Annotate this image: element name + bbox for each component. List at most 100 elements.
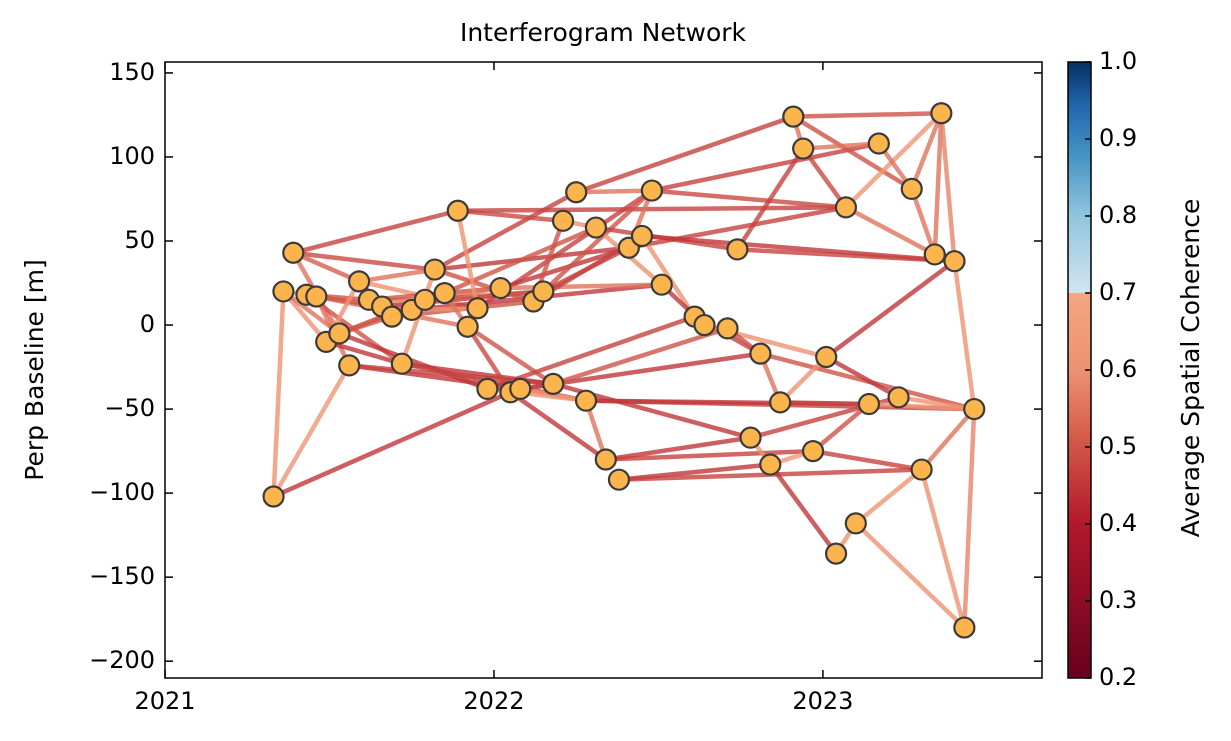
colorbar-tick-label: 1.0 [1099,47,1137,75]
y-tick-label: 50 [124,226,155,254]
node [923,243,946,266]
node [574,389,598,412]
node [910,458,933,481]
node [433,282,456,305]
edge [735,146,806,252]
edge [919,467,967,630]
y-tick-label: −200 [89,646,155,674]
node [532,280,555,303]
node [565,181,588,204]
edge [291,250,437,272]
node [509,377,532,401]
node [466,297,489,320]
edge [777,400,872,407]
plot-frame [164,61,1043,679]
colorbar-tick-label: 0.3 [1099,586,1137,614]
edge [962,406,977,630]
edge [800,146,849,210]
edge [791,111,944,119]
edge [810,448,924,472]
edge [541,188,655,294]
edge [465,324,556,387]
node [930,102,953,125]
edge [550,326,730,387]
node [792,137,815,160]
y-tick-label: 100 [109,142,155,170]
node [834,196,858,219]
y-axis-label: Perp Baseline [m] [20,259,49,480]
y-tick-label: −100 [89,478,155,506]
node [815,345,838,369]
node [542,372,565,395]
colorbar-tick-label: 0.8 [1099,201,1137,229]
edge [626,205,849,250]
node [338,354,361,377]
edge [735,247,957,264]
node [801,439,825,463]
edge [291,250,362,284]
node [347,270,371,293]
node [584,216,608,239]
edge [271,289,286,499]
node [594,448,617,471]
node [943,250,966,273]
node [867,132,890,155]
edge [909,186,938,257]
node [272,280,295,303]
node [716,317,739,340]
edge [810,401,872,454]
edge [649,141,882,193]
edge [919,406,977,472]
edge [442,225,599,296]
y-tick-label: −50 [104,394,155,422]
colorbar-tick-label: 0.2 [1099,663,1137,691]
node [953,616,976,639]
node [844,512,867,535]
edge [823,354,901,400]
edge [485,314,697,392]
axes: 150 100 50 0 −50 −100 −150 −200 2021 2022 2023 0.2 0… [89,47,1137,715]
edge [952,258,977,412]
edge [843,205,938,257]
edge [573,114,796,195]
edge [432,190,579,272]
node [739,426,762,449]
node [726,238,749,261]
node [489,276,512,300]
colorbar-label: Average Spatial Coherence [1176,199,1205,538]
node [650,273,673,296]
node [887,386,910,409]
edge [853,521,967,630]
colorbar-tick-label: 0.6 [1099,355,1137,383]
edge [271,390,513,499]
edge [853,467,924,526]
node [769,391,792,414]
node [456,315,479,338]
node [551,209,575,232]
edge [649,188,849,210]
node [476,377,499,401]
edge [498,282,664,291]
edge [573,188,655,195]
x-tick-label: 2021 [134,687,195,715]
colorbar-tick-label: 0.7 [1099,278,1137,306]
edge [603,448,816,462]
chart-title: Interferogram Network [460,18,747,47]
y-tick-label: 0 [140,310,155,338]
edge [291,208,461,256]
edges [271,111,977,630]
node [782,105,805,128]
edge [896,395,977,412]
colorbar-tick-label: 0.9 [1099,124,1137,152]
node [305,285,328,308]
edge [939,111,957,264]
edge [800,141,882,151]
node [693,313,716,337]
node [607,468,631,491]
edge [508,390,609,462]
edge [823,258,957,360]
node [328,322,351,345]
node [824,542,848,565]
node [759,453,782,476]
